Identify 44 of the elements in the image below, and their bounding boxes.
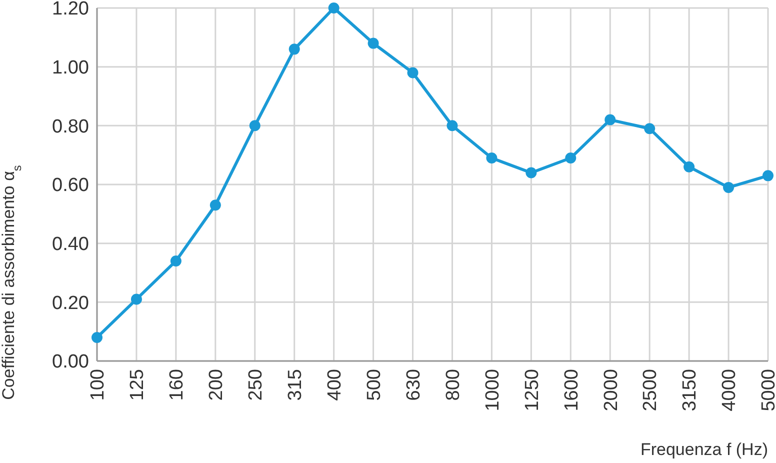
point: [92, 332, 102, 343]
point: [684, 161, 695, 172]
point: [644, 123, 656, 134]
point: [565, 152, 576, 164]
x-tick-label: 200: [206, 369, 228, 401]
x-tick-label: 3150: [680, 369, 701, 412]
x-tick-label: 1600: [561, 369, 582, 412]
y-tick-label: 0.40: [52, 234, 89, 255]
x-tick-label: 630: [403, 369, 424, 401]
y-tick-label: 1.00: [52, 57, 89, 78]
point: [210, 200, 221, 211]
point: [130, 294, 142, 305]
point: [604, 114, 616, 126]
point: [170, 255, 182, 266]
y-tick-label: 0.00: [52, 352, 89, 373]
x-tick-label: 100: [88, 369, 109, 401]
x-tick-label: 5000: [758, 369, 776, 412]
point: [249, 120, 260, 132]
point: [407, 67, 418, 78]
point: [368, 38, 379, 49]
point: [526, 167, 537, 178]
point: [288, 44, 300, 55]
point: [762, 170, 774, 182]
x-tick-label: 250: [246, 369, 267, 401]
x-tick-label: 315: [285, 369, 306, 401]
y-tick-label: 0.60: [52, 175, 89, 196]
y-tick-label: 0.80: [52, 116, 89, 138]
x-tick-label: 1250: [522, 369, 543, 412]
point: [723, 182, 734, 193]
x-tick-label: 400: [324, 369, 346, 401]
x-tick-label: 160: [166, 369, 188, 401]
x-tick-label: 4000: [719, 369, 740, 412]
point: [328, 2, 340, 14]
x-tick-label: 1000: [482, 369, 504, 412]
x-axis-title: Frequenza f (Hz): [640, 440, 768, 459]
x-tick-label: 500: [364, 369, 385, 401]
y-tick-label: 0.20: [52, 292, 89, 314]
point: [486, 152, 498, 164]
x-tick-label: 2000: [600, 369, 622, 412]
y-tick-label: 1.20: [52, 0, 89, 20]
point: [446, 120, 458, 132]
x-tick-label: 125: [127, 369, 148, 401]
x-tick-label: 2500: [640, 369, 662, 412]
x-tick-label: 800: [442, 369, 464, 401]
